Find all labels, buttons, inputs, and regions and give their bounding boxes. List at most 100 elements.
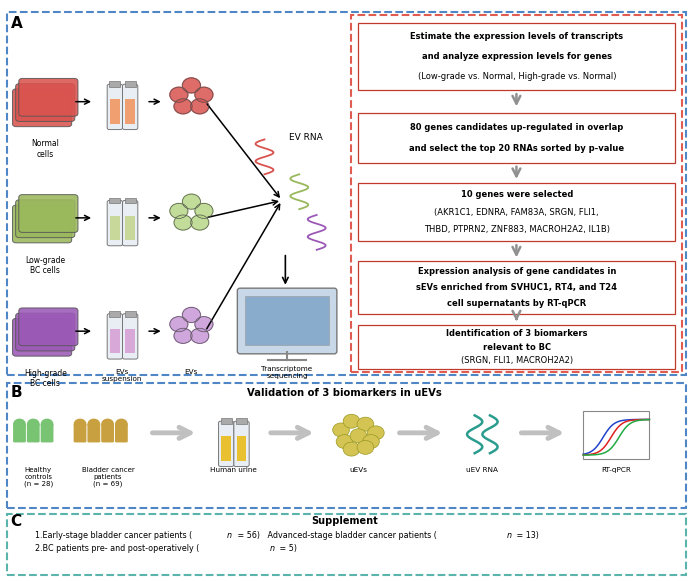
Text: = 13): = 13) [514,531,539,540]
FancyBboxPatch shape [107,84,122,130]
Circle shape [333,423,349,437]
FancyBboxPatch shape [74,424,86,443]
FancyBboxPatch shape [19,78,78,116]
Text: 2.BC patients pre- and post-operatively (: 2.BC patients pre- and post-operatively … [35,544,199,553]
Circle shape [191,328,209,343]
Text: Estimate the expression levels of transcripts: Estimate the expression levels of transc… [410,32,624,41]
FancyBboxPatch shape [125,216,135,240]
Text: Normal
cells: Normal cells [31,139,59,159]
Text: Transcriptome
sequencing: Transcriptome sequencing [262,366,313,379]
FancyBboxPatch shape [107,314,122,359]
FancyBboxPatch shape [122,84,138,130]
Text: Low-grade
BC cells: Low-grade BC cells [25,256,65,275]
Text: Validation of 3 biomarkers in uEVs: Validation of 3 biomarkers in uEVs [247,388,442,397]
FancyBboxPatch shape [125,99,135,124]
FancyBboxPatch shape [219,421,234,467]
FancyBboxPatch shape [237,436,246,461]
Text: Identification of 3 biomarkers: Identification of 3 biomarkers [446,329,587,339]
FancyBboxPatch shape [27,424,40,443]
Text: Expression analysis of gene candidates in: Expression analysis of gene candidates i… [418,267,616,276]
Text: 10 genes were selected: 10 genes were selected [461,190,573,199]
FancyBboxPatch shape [110,329,120,353]
FancyBboxPatch shape [236,418,247,424]
Text: and analyze expression levels for genes: and analyze expression levels for genes [422,52,612,61]
Circle shape [28,419,39,429]
FancyBboxPatch shape [221,418,232,424]
Circle shape [182,78,200,93]
FancyBboxPatch shape [13,318,72,356]
FancyBboxPatch shape [107,200,122,246]
Text: 1.Early-stage bladder cancer patients (: 1.Early-stage bladder cancer patients ( [35,531,192,540]
FancyBboxPatch shape [358,261,675,314]
FancyBboxPatch shape [237,288,337,354]
Text: EV RNA: EV RNA [290,134,323,142]
FancyBboxPatch shape [221,436,231,461]
Circle shape [182,307,200,322]
Circle shape [363,435,379,449]
Circle shape [195,203,213,218]
FancyBboxPatch shape [122,200,138,246]
FancyBboxPatch shape [13,89,72,127]
Circle shape [343,442,360,456]
Circle shape [170,317,188,332]
FancyBboxPatch shape [110,216,120,240]
Text: High-grade
BC cells: High-grade BC cells [24,369,67,388]
Circle shape [74,419,86,429]
FancyBboxPatch shape [101,424,114,443]
Circle shape [191,215,209,230]
FancyBboxPatch shape [125,311,136,317]
Circle shape [336,435,353,449]
Circle shape [88,419,100,429]
Text: (Low-grade vs. Normal, High-grade vs. Normal): (Low-grade vs. Normal, High-grade vs. No… [418,73,616,81]
Text: A: A [10,16,22,31]
Circle shape [357,417,374,431]
Text: EVs
suspension: EVs suspension [102,369,142,382]
Text: cell supernatants by RT-qPCR: cell supernatants by RT-qPCR [447,299,587,308]
FancyBboxPatch shape [125,81,136,87]
Circle shape [116,419,127,429]
Circle shape [350,429,367,443]
FancyBboxPatch shape [358,183,675,241]
Text: 80 genes candidates up-regulated in overlap: 80 genes candidates up-regulated in over… [410,123,624,132]
Circle shape [195,317,213,332]
Text: relevant to BC: relevant to BC [483,343,551,352]
FancyBboxPatch shape [13,205,72,243]
Text: C: C [10,514,22,529]
FancyBboxPatch shape [15,313,74,351]
Circle shape [191,99,209,114]
Text: n: n [507,531,512,540]
Text: Healthy
controls
(n = 28): Healthy controls (n = 28) [24,467,53,487]
Text: (AKR1C1, EDNRA, FAM83A, SRGN, FLI1,: (AKR1C1, EDNRA, FAM83A, SRGN, FLI1, [434,207,599,217]
FancyBboxPatch shape [109,311,120,317]
Text: THBD, PTPRN2, ZNF883, MACROH2A2, IL1B): THBD, PTPRN2, ZNF883, MACROH2A2, IL1B) [424,225,610,234]
Text: = 5): = 5) [277,544,297,553]
FancyBboxPatch shape [358,325,675,369]
FancyBboxPatch shape [234,421,249,467]
FancyBboxPatch shape [13,424,26,443]
Circle shape [343,414,360,428]
FancyBboxPatch shape [125,198,136,203]
FancyBboxPatch shape [15,84,74,121]
Circle shape [14,419,25,429]
FancyBboxPatch shape [109,81,120,87]
Text: = 56)   Advanced-stage bladder cancer patients (: = 56) Advanced-stage bladder cancer pati… [235,531,437,540]
Circle shape [174,215,192,230]
Circle shape [102,419,113,429]
Circle shape [182,194,200,209]
FancyBboxPatch shape [15,200,74,238]
Circle shape [367,426,384,440]
FancyBboxPatch shape [115,424,128,443]
Text: EVs: EVs [184,369,198,375]
Circle shape [174,99,192,114]
FancyBboxPatch shape [110,99,120,124]
Circle shape [170,203,188,218]
Circle shape [42,419,53,429]
FancyBboxPatch shape [88,424,100,443]
Text: Supplement: Supplement [311,516,378,526]
Text: uEV RNA: uEV RNA [466,467,498,472]
FancyBboxPatch shape [109,198,120,203]
FancyBboxPatch shape [583,411,649,459]
Circle shape [357,440,374,454]
Circle shape [174,328,192,343]
Text: n: n [270,544,275,553]
